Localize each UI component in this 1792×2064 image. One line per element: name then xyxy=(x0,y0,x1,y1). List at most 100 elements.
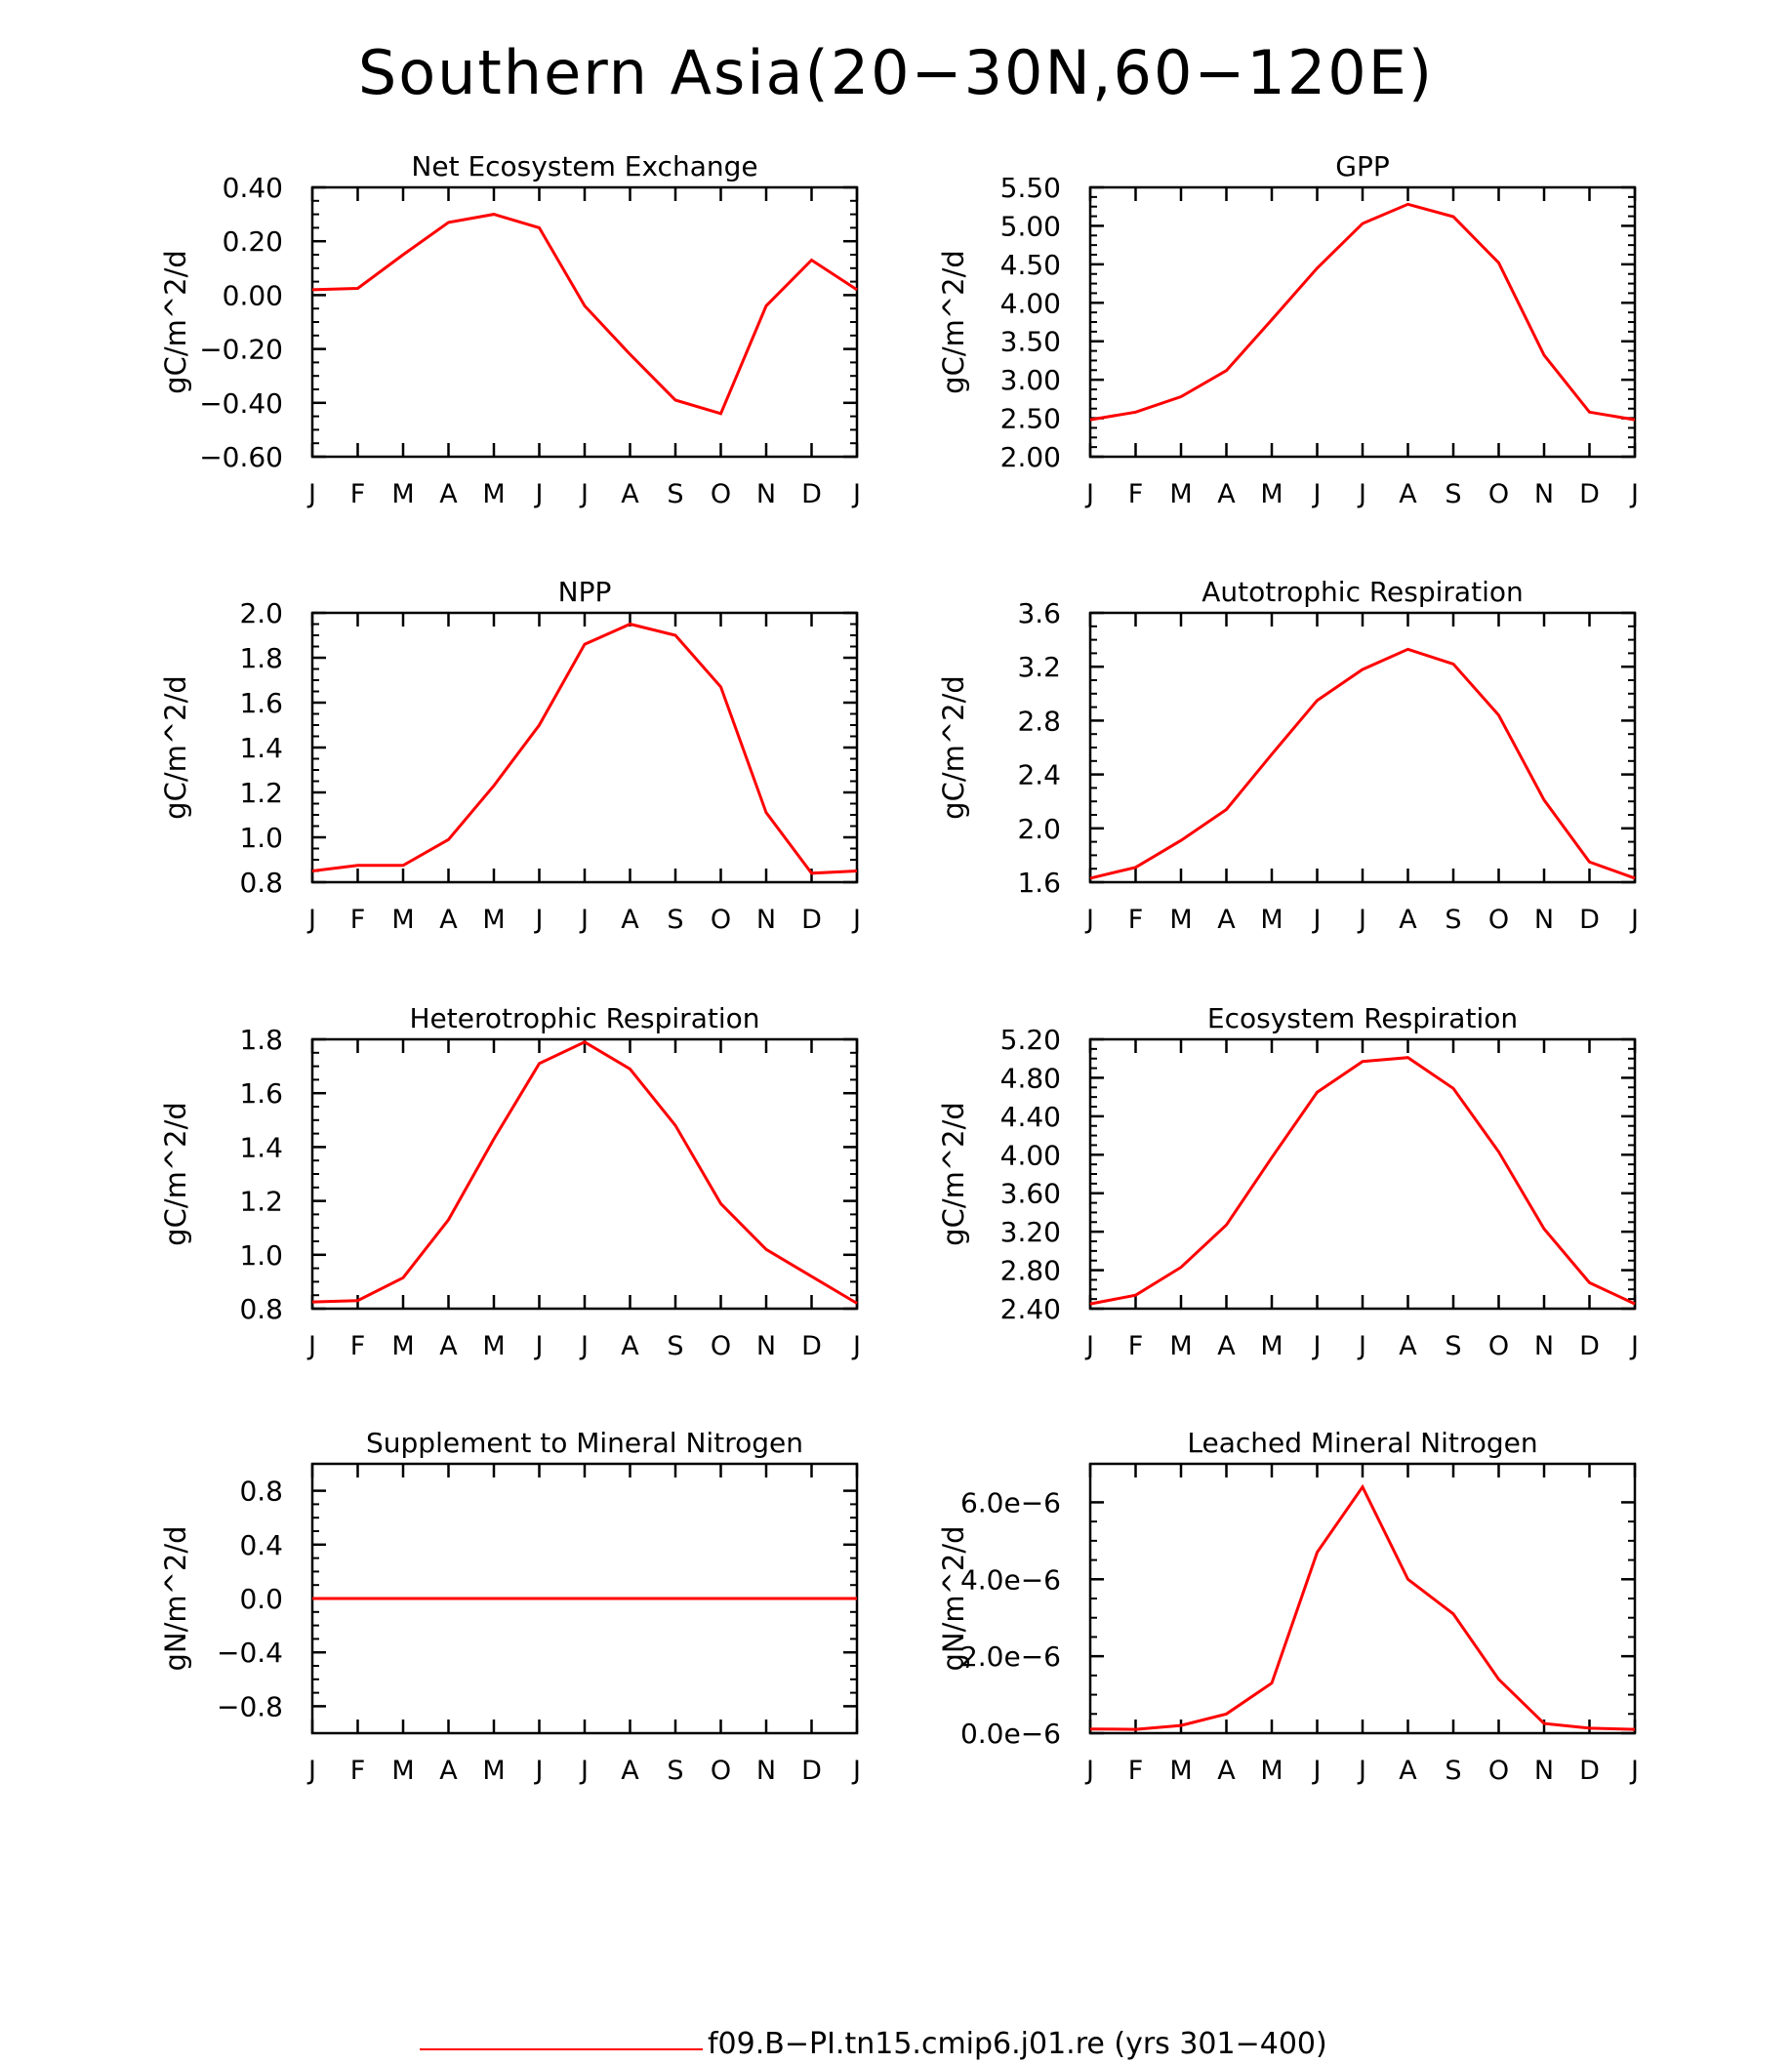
x-tick-label: J xyxy=(579,905,589,935)
y-tick-label: 0.0e−6 xyxy=(960,1718,1061,1750)
x-tick-label: J xyxy=(1084,1756,1094,1786)
x-tick-label: D xyxy=(1579,905,1600,935)
y-tick-label: 4.00 xyxy=(1000,1139,1061,1171)
x-tick-label: A xyxy=(1217,1331,1236,1361)
y-tick-label: 5.20 xyxy=(1000,1024,1061,1056)
x-tick-label: M xyxy=(1169,479,1192,509)
y-tick-label: 2.50 xyxy=(1000,403,1061,435)
y-tick-label: 2.4 xyxy=(1017,759,1061,791)
x-tick-label: D xyxy=(1579,479,1600,509)
x-tick-label: S xyxy=(1445,1331,1461,1361)
panel-title: Ecosystem Respiration xyxy=(1207,1002,1518,1034)
x-tick-label: A xyxy=(621,905,639,935)
y-tick-label: 0.8 xyxy=(239,1293,283,1325)
x-tick-label: M xyxy=(1169,905,1192,935)
x-tick-label: J xyxy=(851,1756,861,1786)
y-tick-label: 4.40 xyxy=(1000,1101,1061,1133)
plot-frame xyxy=(1088,1037,1637,1311)
x-tick-label: J xyxy=(1084,905,1094,935)
x-tick-label: D xyxy=(801,1331,822,1361)
x-tick-label: M xyxy=(482,1756,505,1786)
x-tick-label: J xyxy=(1629,479,1639,509)
y-tick-label: 1.6 xyxy=(1017,867,1061,899)
x-tick-label: A xyxy=(439,905,458,935)
x-tick-label: S xyxy=(667,1756,683,1786)
y-tick-label: 1.2 xyxy=(239,777,283,809)
y-tick-label: 5.00 xyxy=(1000,210,1061,242)
x-tick-label: M xyxy=(1260,1756,1283,1786)
x-tick-label: F xyxy=(350,905,366,935)
x-tick-label: J xyxy=(306,905,316,935)
x-tick-label: F xyxy=(1128,1756,1144,1786)
x-tick-label: J xyxy=(1357,479,1366,509)
chart-panel: J F M A M J J A S O N D J1.62.02.42.83.23.6Autotroph… xyxy=(937,576,1639,935)
x-tick-label: F xyxy=(1128,1331,1144,1361)
x-tick-label: M xyxy=(482,1331,505,1361)
x-tick-label: O xyxy=(1488,1756,1509,1786)
x-tick-label: F xyxy=(350,479,366,509)
x-tick-label: S xyxy=(667,479,683,509)
plot-frame xyxy=(310,611,859,884)
x-tick-label: A xyxy=(1399,1331,1417,1361)
x-tick-label: J xyxy=(534,1331,544,1361)
x-tick-label: J xyxy=(1357,1756,1366,1786)
series-line xyxy=(1089,1056,1636,1306)
x-tick-label: M xyxy=(1260,479,1283,509)
legend-swatch xyxy=(420,2048,703,2050)
y-tick-label: 2.40 xyxy=(1000,1293,1061,1325)
y-tick-label: 5.50 xyxy=(1000,172,1061,204)
series-line xyxy=(1089,647,1636,880)
x-tick-label: A xyxy=(621,1756,639,1786)
panel-title: Leached Mineral Nitrogen xyxy=(1187,1427,1537,1459)
series-line xyxy=(311,213,858,416)
y-tick-label: 1.8 xyxy=(239,642,283,674)
y-tick-label: 0.0 xyxy=(239,1583,283,1615)
y-tick-label: 3.00 xyxy=(1000,364,1061,396)
y-tick-label: 0.40 xyxy=(223,172,283,204)
y-axis-label: gC/m^2/d xyxy=(159,250,192,394)
x-tick-label: A xyxy=(1217,1756,1236,1786)
x-tick-label: D xyxy=(801,479,822,509)
x-tick-label: S xyxy=(1445,905,1461,935)
x-tick-label: A xyxy=(621,479,639,509)
x-tick-label: J xyxy=(579,479,589,509)
x-tick-label: M xyxy=(391,1331,414,1361)
x-tick-label: O xyxy=(1488,479,1509,509)
y-tick-label: 2.0 xyxy=(1017,813,1061,845)
x-tick-label: D xyxy=(1579,1756,1600,1786)
x-tick-label: A xyxy=(1217,479,1236,509)
y-tick-label: −0.20 xyxy=(199,334,283,366)
panel-title: Autotrophic Respiration xyxy=(1201,576,1523,608)
y-tick-label: 0.20 xyxy=(223,225,283,258)
x-tick-label: J xyxy=(1629,905,1639,935)
y-tick-label: 3.20 xyxy=(1000,1216,1061,1248)
y-tick-label: 1.2 xyxy=(239,1186,283,1218)
x-tick-label: N xyxy=(1534,905,1554,935)
chart-panel: J F M A M J J A S O N D J0.81.01.21.41.61.82.0NPPgC/… xyxy=(159,576,861,935)
y-axis-label: gN/m^2/d xyxy=(159,1525,192,1671)
x-tick-label: F xyxy=(1128,479,1144,509)
y-tick-label: 3.50 xyxy=(1000,326,1061,358)
x-tick-label: M xyxy=(482,905,505,935)
y-tick-label: 1.6 xyxy=(239,1077,283,1110)
x-tick-label: O xyxy=(1488,1331,1509,1361)
panel-title: GPP xyxy=(1335,150,1389,182)
series-line xyxy=(311,622,858,875)
y-tick-label: 4.0e−6 xyxy=(960,1563,1061,1596)
x-tick-label: J xyxy=(1312,479,1322,509)
x-tick-label: J xyxy=(534,479,544,509)
x-tick-label: M xyxy=(482,479,505,509)
y-axis-label: gC/m^2/d xyxy=(937,675,970,820)
y-axis-label: gC/m^2/d xyxy=(159,675,192,820)
x-tick-label: M xyxy=(1260,905,1283,935)
x-tick-label: J xyxy=(851,905,861,935)
chart-panel: J F M A M J J A S O N D J2.002.503.003.504.004.505.0… xyxy=(937,150,1639,509)
y-tick-label: 2.0 xyxy=(239,597,283,629)
x-tick-label: N xyxy=(756,1331,776,1361)
x-tick-label: O xyxy=(711,479,731,509)
x-tick-label: S xyxy=(667,905,683,935)
y-tick-label: 4.80 xyxy=(1000,1062,1061,1094)
y-tick-label: 4.50 xyxy=(1000,249,1061,281)
y-tick-label: 3.60 xyxy=(1000,1178,1061,1210)
